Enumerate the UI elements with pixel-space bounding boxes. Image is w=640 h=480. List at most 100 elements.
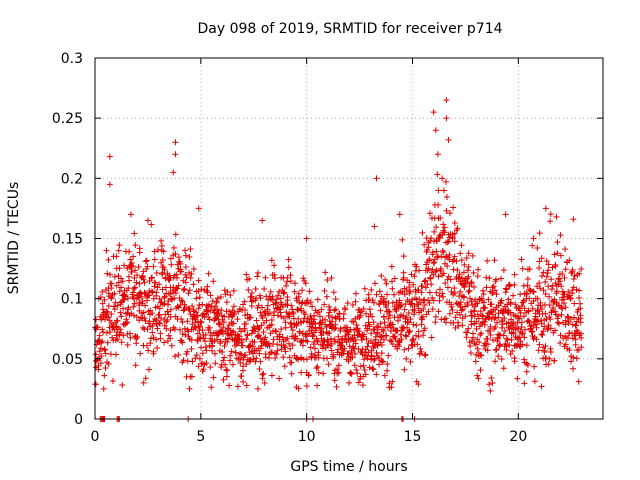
data-point	[445, 136, 452, 143]
data-point	[299, 299, 306, 306]
data-point	[425, 297, 432, 304]
data-point	[124, 295, 131, 302]
data-point	[293, 321, 300, 328]
data-point	[155, 319, 162, 326]
data-point	[298, 307, 305, 314]
data-point	[138, 293, 145, 300]
data-point	[243, 271, 250, 278]
data-point	[254, 385, 261, 392]
data-point	[104, 339, 111, 346]
data-point	[296, 328, 303, 335]
data-point	[160, 248, 167, 255]
data-point	[205, 313, 212, 320]
data-point	[237, 359, 244, 366]
data-point	[355, 379, 362, 386]
data-point	[114, 317, 121, 324]
data-point	[399, 236, 406, 243]
data-point	[456, 271, 463, 278]
data-point	[141, 289, 148, 296]
data-point	[350, 344, 357, 351]
data-point	[170, 169, 177, 176]
data-point	[182, 331, 189, 338]
data-point	[241, 298, 248, 305]
data-point	[457, 288, 464, 295]
data-point	[380, 328, 387, 335]
data-point	[167, 255, 174, 262]
data-point	[403, 287, 410, 294]
data-point	[105, 314, 112, 321]
data-point	[172, 353, 179, 360]
data-point	[190, 265, 197, 272]
data-point	[177, 260, 184, 267]
data-point	[289, 342, 296, 349]
data-point	[540, 287, 547, 294]
data-point	[489, 284, 496, 291]
data-point	[167, 306, 174, 313]
data-point	[381, 372, 388, 379]
data-point	[432, 268, 439, 275]
data-point	[240, 301, 247, 308]
data-point	[101, 346, 108, 353]
data-point	[200, 366, 207, 373]
data-point	[248, 302, 255, 309]
data-point	[208, 342, 215, 349]
data-point	[262, 274, 269, 281]
data-point	[466, 295, 473, 302]
data-point	[465, 273, 472, 280]
data-point	[120, 332, 127, 339]
data-point	[450, 257, 457, 264]
data-point	[438, 253, 445, 260]
data-point	[480, 291, 487, 298]
data-point	[98, 353, 105, 360]
data-point	[415, 287, 422, 294]
data-point	[257, 335, 264, 342]
data-point	[576, 270, 583, 277]
data-point	[150, 348, 157, 355]
data-point	[369, 297, 376, 304]
data-point	[214, 306, 221, 313]
data-point	[483, 284, 490, 291]
data-point	[99, 288, 106, 295]
data-point	[536, 230, 543, 237]
data-point	[374, 323, 381, 330]
data-point	[413, 263, 420, 270]
data-point	[180, 357, 187, 364]
data-point	[531, 378, 538, 385]
data-point	[346, 379, 352, 386]
data-point	[112, 351, 119, 358]
data-point	[444, 262, 451, 269]
data-point	[405, 345, 412, 352]
data-point	[492, 306, 499, 313]
data-point	[575, 378, 582, 385]
data-point	[202, 343, 209, 350]
data-point	[321, 301, 328, 308]
data-point	[158, 242, 165, 249]
data-point	[529, 242, 536, 249]
data-point	[426, 257, 433, 264]
data-point	[412, 332, 419, 339]
data-point	[419, 283, 426, 290]
data-point	[519, 341, 526, 348]
data-point	[298, 369, 305, 376]
data-point	[376, 300, 383, 307]
data-point	[187, 311, 194, 318]
data-point	[281, 363, 288, 370]
data-point	[577, 330, 584, 337]
data-point	[573, 322, 580, 329]
data-point	[538, 331, 545, 338]
data-point	[537, 302, 544, 309]
data-point	[289, 327, 296, 334]
data-point	[426, 299, 433, 306]
data-point	[104, 309, 111, 316]
data-point	[149, 310, 156, 317]
data-point	[556, 320, 563, 327]
data-point	[398, 302, 405, 309]
data-point	[107, 271, 114, 278]
data-point	[263, 317, 270, 324]
data-point	[189, 321, 196, 328]
data-point	[236, 333, 243, 340]
data-point	[403, 314, 410, 321]
data-point	[388, 263, 395, 270]
data-point	[441, 224, 448, 231]
data-point	[129, 289, 136, 296]
